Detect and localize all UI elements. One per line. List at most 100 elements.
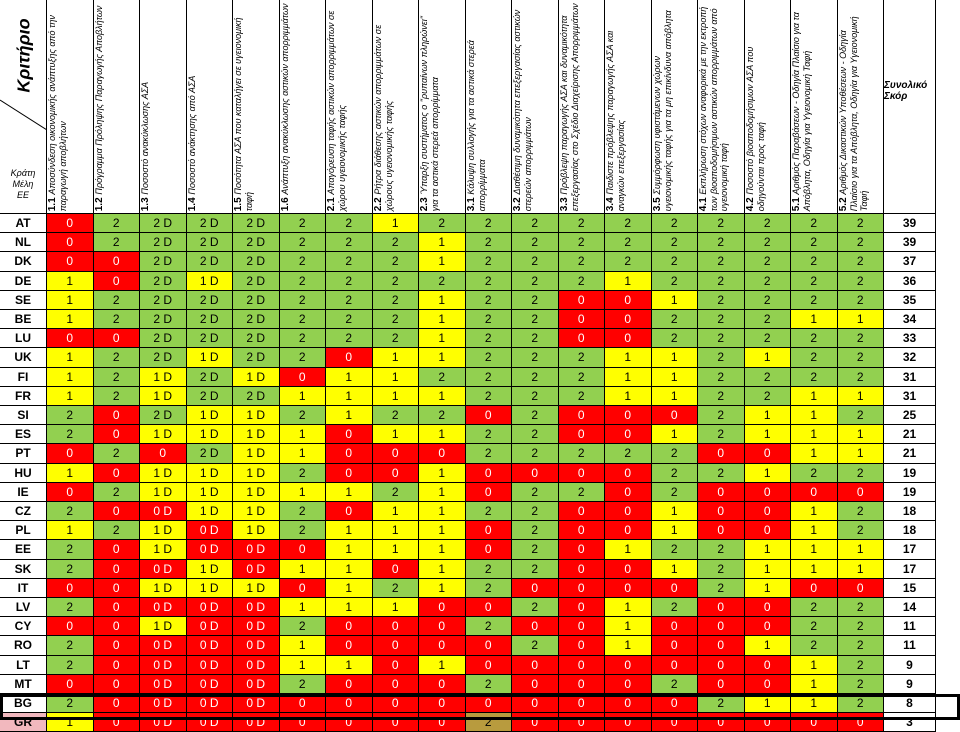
table-corner: Κριτήριο Κράτη Μέλη ΕΕ [0, 0, 47, 214]
score-cell: 2 [326, 214, 373, 234]
score-cell: 0 [465, 463, 512, 483]
score-cell: 0 [419, 617, 466, 637]
score-cell: 2 D [140, 310, 187, 330]
score-cell: 0 [558, 310, 605, 330]
score-cell: 2 [465, 271, 512, 291]
score-cell: 1 [744, 463, 791, 483]
criterion-number: 2.1 [326, 194, 337, 211]
score-cell: 1 [279, 386, 326, 406]
score-cell: 1 D [233, 444, 280, 464]
score-cell: 1 D [233, 482, 280, 502]
score-cell: 1 [326, 406, 373, 426]
score-cell: 0 [558, 406, 605, 426]
criterion-label: 3.4 Παιδιστε πρόβλεψης παραγωγής ΑΣΑ και… [605, 3, 626, 211]
total-score: 14 [884, 598, 936, 618]
score-cell: 2 [698, 386, 745, 406]
score-cell: 2 [93, 290, 140, 310]
score-cell: 0 D [186, 636, 233, 656]
criterion-header: 1.2 Πρόγραμμα Πρόληψης Παραγωγής Αποβλήτ… [93, 0, 140, 214]
score-cell: 2 D [233, 214, 280, 234]
score-cell: 2 [837, 694, 884, 714]
score-cell: 1 [326, 482, 373, 502]
score-cell: 2 [837, 463, 884, 483]
score-cell: 0 [47, 482, 94, 502]
score-cell: 1 [605, 540, 652, 560]
country-code: DE [0, 271, 47, 291]
criterion-text: Συμμόρφωση υφιστάμενων χώρων υγειονομική… [651, 10, 673, 211]
score-cell: 2 [512, 444, 559, 464]
score-cell: 2 [465, 310, 512, 330]
score-cell: 2 D [186, 367, 233, 387]
criterion-text: Αποσύνδεση οικονομικής ανάπτυξης από την… [47, 14, 68, 211]
score-cell: 2 [326, 233, 373, 253]
score-cell: 0 [326, 425, 373, 445]
score-cell: 1 [326, 598, 373, 618]
criterion-number: 4.1 [698, 194, 709, 211]
score-cell: 0 [326, 502, 373, 522]
score-cell: 1 D [140, 367, 187, 387]
score-cell: 0 [698, 617, 745, 637]
score-cell: 1 [791, 502, 838, 522]
score-cell: 0 [47, 233, 94, 253]
score-cell: 0 [419, 444, 466, 464]
criterion-number: 1.3 [140, 194, 151, 211]
score-cell: 0 [651, 713, 698, 732]
score-cell: 0 [465, 521, 512, 541]
score-cell: 1 [326, 578, 373, 598]
country-code: LU [0, 329, 47, 349]
score-cell: 2 [465, 290, 512, 310]
score-cell: 0 [465, 406, 512, 426]
score-cell: 1 [791, 655, 838, 675]
total-score: 25 [884, 406, 936, 426]
criterion-header-text: 3.4 Παιδιστε πρόβλεψης παραγωγής ΑΣΑ και… [605, 3, 651, 211]
score-cell: 1 [47, 290, 94, 310]
criterion-header-text: 1.2 Πρόγραμμα Πρόληψης Παραγωγής Αποβλήτ… [94, 3, 140, 211]
score-cell: 2 D [140, 290, 187, 310]
score-cell: 2 [279, 329, 326, 349]
score-cell: 0 D [233, 636, 280, 656]
score-cell: 0 [326, 348, 373, 368]
criterion-header-text: 5.1 Αριθμός Παραβάσεων - Οδηγία Πλαίσιο … [791, 3, 837, 211]
score-cell: 2 [791, 617, 838, 637]
score-cell: 2 [837, 598, 884, 618]
score-cell: 2 [698, 233, 745, 253]
score-cell: 2 [512, 425, 559, 445]
score-cell: 2 [93, 521, 140, 541]
score-cell: 0 [279, 540, 326, 560]
total-score: 39 [884, 233, 936, 253]
score-cell: 2 D [140, 233, 187, 253]
total-score: 19 [884, 463, 936, 483]
criterion-number: 5.1 [791, 194, 802, 211]
score-cell: 0 [47, 214, 94, 234]
score-cell: 2 [372, 310, 419, 330]
score-cell: 0 [605, 694, 652, 714]
score-cell: 0 [93, 694, 140, 714]
score-cell: 0 [512, 617, 559, 637]
score-cell: 1 [791, 540, 838, 560]
criterion-text: Ποσοστό βιοαποδομήσιμων ΑΣΑ που οδηγούντ… [744, 46, 766, 211]
score-cell: 0 [791, 578, 838, 598]
score-cell: 1 [605, 271, 652, 291]
score-cell: 2 [326, 329, 373, 349]
criterion-header-text: 1.1 Αποσύνδεση οικονομικής ανάπτυξης από… [47, 3, 93, 211]
score-cell: 0 D [140, 502, 187, 522]
score-cell: 2 D [140, 406, 187, 426]
score-cell: 1 [372, 214, 419, 234]
score-cell: 2 [372, 233, 419, 253]
score-cell: 1 [837, 444, 884, 464]
score-cell: 2 D [140, 252, 187, 272]
score-cell: 2 D [233, 329, 280, 349]
score-cell: 2 [744, 290, 791, 310]
score-cell: 0 D [233, 598, 280, 618]
score-cell: 2 [326, 290, 373, 310]
score-cell: 0 D [140, 655, 187, 675]
score-cell: 2 [744, 310, 791, 330]
score-cell: 0 [372, 463, 419, 483]
score-cell: 2 [512, 310, 559, 330]
score-cell: 1 D [140, 617, 187, 637]
criterion-label: 2.1 Απαγόρευση ταφής αστικών απορριμμάτω… [326, 3, 347, 211]
criterion-header-text: 3.2 Διαθέσιμη δυναμικότητα επεξεργασίας … [512, 3, 558, 211]
score-cell: 2 [326, 310, 373, 330]
score-cell: 0 [558, 578, 605, 598]
criterion-header: 1.6 Ανάπτυξη ανακύκλωσης αστικών απορριμ… [279, 0, 326, 214]
